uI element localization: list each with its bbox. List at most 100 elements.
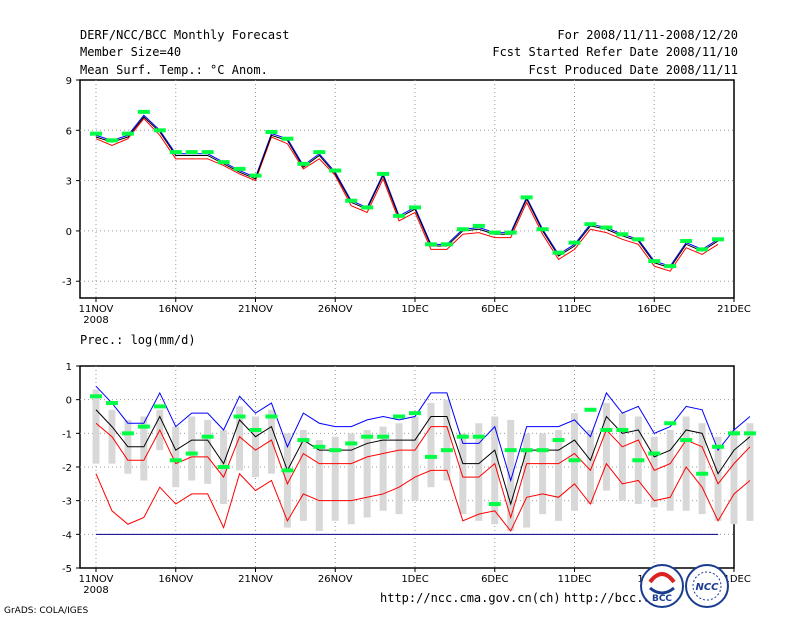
prec-panel: -5 -4 -3 -2 -1 0 1 11NOV 16NOV 21NOV 26NOV 1DEC 6DEC…	[62, 362, 756, 596]
temp-observed-point	[329, 168, 342, 173]
prec-range-bar	[204, 419, 212, 484]
prec-year-label: 2008	[83, 585, 108, 596]
prec-observed-point	[712, 444, 725, 449]
temp-observed-point	[456, 227, 469, 232]
prec-range-bar	[347, 433, 355, 525]
prec-observed-point	[361, 434, 374, 439]
prec-series-lower	[95, 462, 751, 532]
prec-observed-point	[600, 427, 613, 432]
temp-observed-point	[265, 129, 278, 134]
produced-date: Fcst Produced Date 2008/11/11	[528, 63, 738, 77]
prec-range-bar	[523, 433, 531, 528]
temp-observed-point	[696, 247, 709, 252]
prec-range-bar	[682, 416, 690, 511]
prec-observed-point	[153, 404, 166, 409]
prec-observed-point	[504, 448, 517, 453]
prec-observed-point	[393, 414, 406, 419]
prec-observed-point	[488, 502, 501, 507]
prec-range-bar	[252, 416, 259, 478]
temp-observed-point	[137, 109, 150, 114]
temp-panel: -3 0 3 6 9 11NOV 16NOV 21NOV 26NOV 1DEC 6DEC 11DEC 1…	[62, 76, 751, 326]
temp-observed-point	[361, 205, 374, 210]
temp-observed-point	[169, 150, 182, 155]
temp-series-mean	[95, 116, 719, 269]
url-ch[interactable]: http://ncc.cma.gov.cn(ch)	[380, 591, 561, 605]
prec-range-bar	[507, 419, 515, 531]
prec-range-bar	[459, 433, 467, 515]
prec-observed-point	[409, 411, 421, 416]
prec-range-bar	[618, 413, 626, 501]
prec-observed-point	[233, 414, 246, 419]
prec-xtick-label: 6DEC	[481, 574, 508, 585]
temp-observed-point	[424, 242, 437, 247]
prec-range-bar	[140, 416, 148, 481]
prec-range-bar	[236, 406, 244, 471]
prec-range-bar	[443, 399, 451, 481]
prec-ytick-label: 0	[66, 396, 72, 407]
temp-observed-point	[105, 138, 118, 143]
prec-observed-point	[696, 471, 709, 476]
temp-xtick-label: 21DEC	[717, 304, 751, 315]
prec-observed-point	[520, 448, 533, 453]
prec-observed-point	[648, 451, 661, 456]
temp-observed-point	[297, 161, 310, 166]
prec-observed-point	[664, 421, 677, 426]
prec-observed-point	[121, 431, 134, 436]
temp-observed-point	[632, 237, 645, 242]
prec-range-bar	[746, 423, 754, 521]
prec-observed-point	[169, 458, 182, 463]
prec-observed-point	[552, 438, 565, 443]
prec-series-p25	[95, 422, 751, 520]
prec-range-bar	[602, 403, 610, 491]
prec-observed-point	[105, 401, 118, 406]
prec-xtick-label: 11NOV	[79, 574, 114, 585]
temp-xtick-label: 11DEC	[558, 304, 592, 315]
prec-range-bar	[363, 429, 371, 518]
prec-range-bar	[427, 403, 435, 488]
prec-range-bar	[475, 423, 483, 521]
temp-observed-point	[281, 136, 294, 141]
prec-range-bar	[730, 429, 738, 525]
temp-observed-point	[377, 171, 390, 176]
url-bcc[interactable]: http://bcc.c	[564, 591, 651, 605]
prec-range-bar	[299, 429, 307, 521]
prec-observed-point	[185, 451, 198, 456]
prec-ytick-label: 1	[66, 362, 72, 373]
prec-observed-point	[536, 448, 549, 453]
prec-observed-point	[377, 434, 390, 439]
prec-observed-point	[297, 438, 310, 443]
prec-observed-point	[313, 444, 326, 449]
prec-observed-point	[616, 427, 629, 432]
temp-observed-point	[680, 238, 693, 243]
temp-xtick-label: 6DEC	[481, 304, 508, 315]
temp-observed-point	[409, 205, 421, 210]
prec-observed-point	[329, 448, 342, 453]
prec-ytick-label: -1	[62, 429, 72, 440]
temp-year-label: 2008	[83, 315, 108, 326]
temp-xtick-label: 1DEC	[401, 304, 428, 315]
prec-series-mean	[95, 409, 751, 506]
prec-range-bar	[267, 409, 275, 474]
prec-xtick-label: 21DEC	[717, 574, 751, 585]
prec-range-bar	[411, 416, 419, 501]
temp-ytick-label: -3	[62, 277, 72, 288]
prec-ytick-label: -4	[62, 530, 72, 541]
temp-observed-point	[185, 150, 198, 155]
temp-observed-point	[393, 213, 406, 218]
prec-observed-point	[201, 434, 214, 439]
prec-xtick-label: 16DEC	[637, 574, 671, 585]
prec-observed-point	[584, 407, 597, 412]
prec-observed-point	[345, 441, 358, 446]
temp-xtick-label: 11NOV	[79, 304, 114, 315]
temp-observed-point	[648, 259, 661, 264]
temp-observed-point	[504, 230, 517, 235]
temp-observed-point	[201, 150, 214, 155]
prec-range-bar	[188, 416, 196, 481]
temp-observed-point	[313, 150, 326, 155]
chart-title: DERF/NCC/BCC Monthly Forecast	[80, 28, 290, 42]
prec-observed-point	[568, 458, 581, 463]
prec-observed-point	[632, 458, 645, 463]
prec-range-bar	[650, 436, 658, 508]
temp-observed-point	[536, 227, 549, 232]
